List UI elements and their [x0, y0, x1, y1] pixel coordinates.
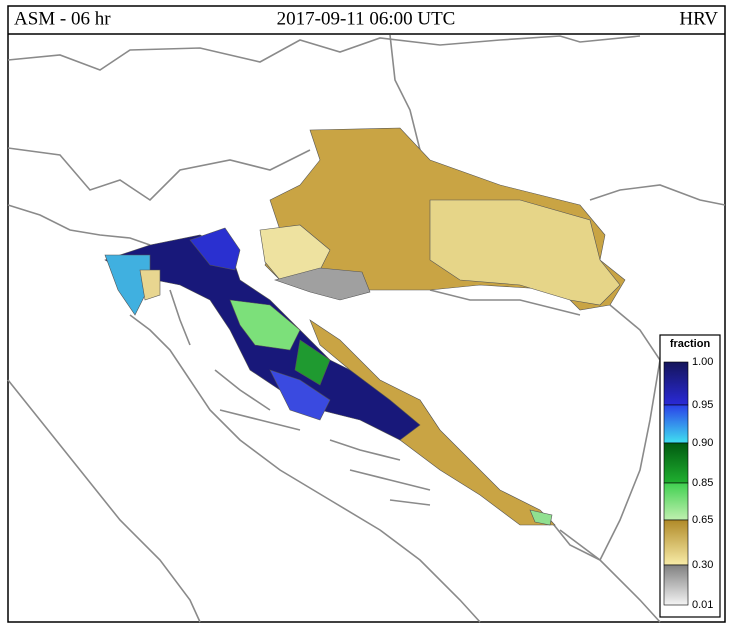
legend-swatch — [663, 564, 689, 606]
legend: fraction 1.00 0.95 0.90 0.85 0.65 0.30 0… — [659, 334, 721, 618]
legend-swatch — [663, 361, 689, 406]
timestamp: 2017-09-11 06:00 UTC — [277, 8, 456, 29]
legend-swatch — [663, 442, 689, 484]
product-label: ASM - 06 hr — [14, 8, 111, 29]
legend-label: 0.30 — [692, 559, 713, 571]
legend-swatch — [663, 482, 689, 521]
background-borders — [7, 34, 726, 623]
legend-label: 1.00 — [692, 356, 713, 368]
legend-swatch — [663, 519, 689, 566]
legend-title: fraction — [670, 338, 711, 350]
legend-swatch — [663, 404, 689, 444]
frame — [7, 5, 726, 623]
legend-label: 0.95 — [692, 399, 713, 411]
legend-label: 0.01 — [692, 599, 713, 611]
region-fills — [104, 127, 626, 526]
legend-label: 0.65 — [692, 514, 713, 526]
country-code: HRV — [679, 8, 718, 29]
legend-label: 0.85 — [692, 477, 713, 489]
legend-label: 0.90 — [692, 437, 713, 449]
